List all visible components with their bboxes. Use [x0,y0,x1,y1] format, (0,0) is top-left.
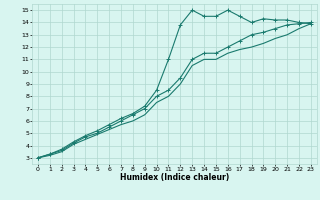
X-axis label: Humidex (Indice chaleur): Humidex (Indice chaleur) [120,173,229,182]
